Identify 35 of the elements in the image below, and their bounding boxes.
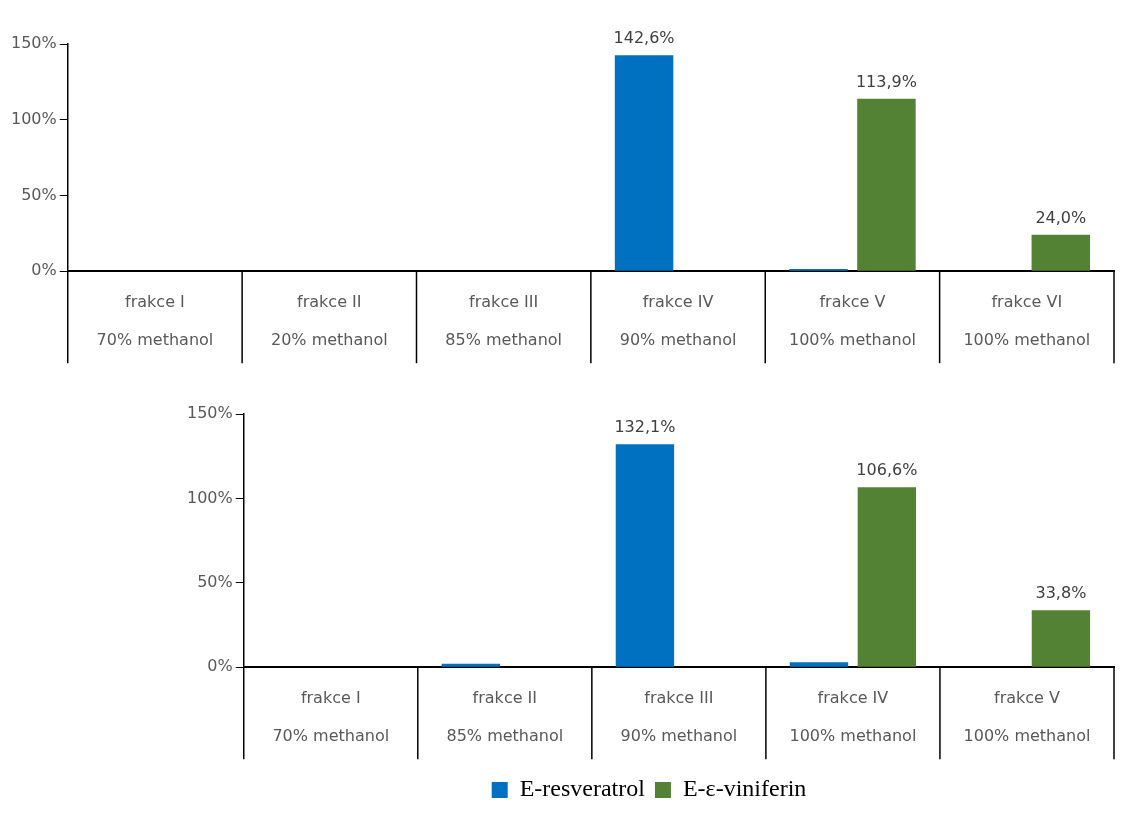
category-label: frakce III 90% methanol [620, 687, 738, 745]
y-tick-label: 50% [21, 184, 57, 204]
category-label: frakce IV 90% methanol [619, 291, 737, 349]
y-tick-label: 0% [31, 260, 57, 280]
category-label: frakce V 100% methanol [963, 687, 1091, 745]
bar [441, 663, 501, 667]
category-label: frakce VI 100% methanol [963, 291, 1091, 349]
y-tick-label: 50% [197, 571, 233, 591]
category-label: frakce II 20% methanol [270, 291, 388, 349]
category-label: frakce V 100% methanol [789, 291, 916, 349]
bar [857, 98, 916, 271]
data-label: 106,6% [856, 460, 918, 480]
category-label: frakce I 70% methanol [272, 687, 390, 745]
bar [1031, 610, 1091, 667]
bar [857, 487, 917, 667]
bar [614, 55, 674, 271]
legend-label: E-ε-viniferin [682, 775, 807, 802]
y-tick-label: 100% [186, 487, 233, 507]
data-label: 33,8% [1035, 583, 1087, 603]
bar [789, 662, 849, 667]
data-label: 113,9% [855, 71, 917, 91]
y-tick-label: 150% [186, 403, 233, 423]
category-label: frakce III 85% methanol [445, 291, 563, 349]
bar [1031, 234, 1091, 271]
data-label: 24,0% [1035, 208, 1087, 227]
category-label: frakce IV 100% methanol [789, 687, 917, 745]
bar [615, 444, 675, 667]
y-tick-label: 0% [207, 656, 233, 676]
data-label: 142,6% [613, 28, 675, 48]
legend-label: E-resveratrol [519, 775, 646, 802]
y-tick-label: 100% [10, 108, 57, 128]
category-label: frakce II 85% methanol [446, 687, 564, 745]
y-tick-label: 150% [10, 33, 57, 53]
data-label: 132,1% [614, 417, 676, 437]
category-label: frakce I 70% methanol [96, 291, 214, 349]
